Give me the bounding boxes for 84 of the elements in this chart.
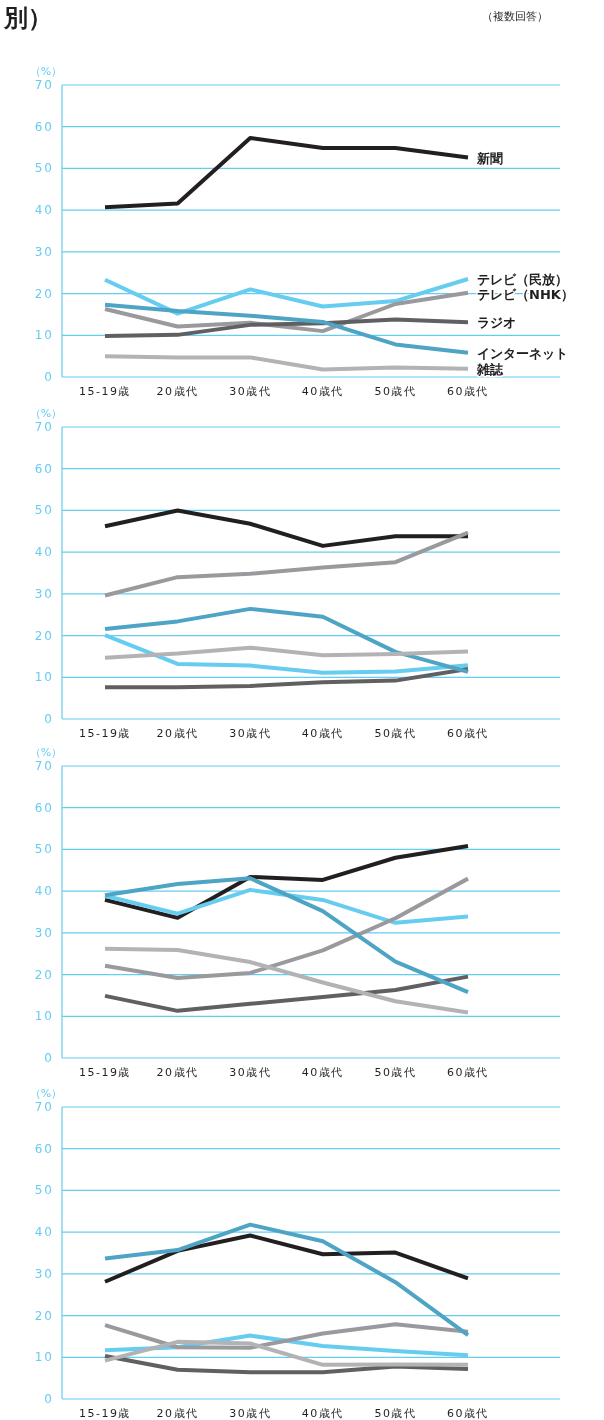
x-tick-label: 15-19歳 xyxy=(79,1066,131,1079)
series-label: 新聞 xyxy=(476,150,503,166)
x-tick-label: 50歳代 xyxy=(374,1066,417,1079)
y-tick-label: 30 xyxy=(34,244,54,259)
y-tick-label: 20 xyxy=(34,1308,54,1323)
x-tick-label: 20歳代 xyxy=(156,727,199,740)
series-label: テレビ（民放） xyxy=(477,271,568,287)
x-tick-label: 30歳代 xyxy=(229,385,272,398)
y-tick-label: 0 xyxy=(44,1392,54,1406)
y-tick-label: 0 xyxy=(44,712,54,726)
chart-title: 別） xyxy=(3,4,52,32)
y-tick-label: 20 xyxy=(34,628,54,643)
line-series xyxy=(103,844,470,920)
y-tick-label: 50 xyxy=(34,161,54,176)
x-tick-label: 50歳代 xyxy=(374,385,417,398)
line-series xyxy=(103,1222,470,1338)
y-tick-label: 30 xyxy=(34,1266,54,1281)
y-tick-label: 60 xyxy=(34,119,54,134)
x-tick-label: 40歳代 xyxy=(301,1066,344,1079)
y-axis-title: （%） xyxy=(29,65,63,78)
x-tick-label: 30歳代 xyxy=(229,727,272,740)
x-tick-label: 50歳代 xyxy=(374,727,417,740)
y-tick-label: 20 xyxy=(34,967,54,982)
line-series xyxy=(103,1322,470,1350)
y-tick-label: 0 xyxy=(44,370,54,384)
series-label: ラジオ xyxy=(477,315,516,331)
line-series xyxy=(103,508,470,548)
line-series xyxy=(103,135,470,210)
y-tick-label: 20 xyxy=(34,286,54,301)
y-tick-label: 50 xyxy=(34,1183,54,1198)
y-axis-title: （%） xyxy=(29,746,63,759)
y-tick-label: 50 xyxy=(34,503,54,518)
y-tick-label: 70 xyxy=(34,759,54,773)
series-label: 雑誌 xyxy=(476,361,504,377)
x-tick-label: 50歳代 xyxy=(374,1407,417,1420)
line-series xyxy=(103,946,470,1015)
series-label: インターネット xyxy=(477,345,568,361)
y-tick-label: 60 xyxy=(34,1141,54,1156)
y-tick-label: 60 xyxy=(34,461,54,476)
x-tick-label: 60歳代 xyxy=(447,1407,489,1420)
y-tick-label: 40 xyxy=(34,1225,54,1240)
line-series xyxy=(103,645,470,660)
y-tick-label: 70 xyxy=(34,420,54,434)
x-tick-label: 40歳代 xyxy=(301,727,344,740)
y-tick-label: 40 xyxy=(34,545,54,560)
y-tick-label: 0 xyxy=(44,1051,54,1065)
y-tick-label: 40 xyxy=(34,884,54,899)
line-series xyxy=(103,354,470,372)
x-tick-label: 30歳代 xyxy=(229,1407,272,1420)
x-tick-label: 60歳代 xyxy=(447,385,489,398)
y-tick-label: 50 xyxy=(34,842,54,857)
y-axis-title: （%） xyxy=(29,407,63,420)
y-tick-label: 70 xyxy=(34,78,54,92)
line-series xyxy=(103,1233,470,1284)
y-tick-label: 10 xyxy=(34,328,54,343)
y-tick-label: 10 xyxy=(34,670,54,685)
y-axis-title: （%） xyxy=(29,1087,63,1100)
x-tick-label: 30歳代 xyxy=(229,1066,272,1079)
y-tick-label: 70 xyxy=(34,1100,54,1114)
text: （複数回答） xyxy=(482,10,548,23)
line-series xyxy=(103,317,470,339)
x-tick-label: 15-19歳 xyxy=(79,727,131,740)
line-series xyxy=(103,666,470,690)
line-series xyxy=(103,1354,470,1375)
y-tick-label: 10 xyxy=(34,1350,54,1365)
y-tick-label: 60 xyxy=(34,800,54,815)
line-series xyxy=(103,606,470,674)
line-series xyxy=(103,1339,470,1367)
y-tick-label: 30 xyxy=(34,925,54,940)
y-tick-label: 40 xyxy=(34,203,54,218)
x-tick-label: 20歳代 xyxy=(156,1407,199,1420)
x-tick-label: 20歳代 xyxy=(156,385,199,398)
x-tick-label: 15-19歳 xyxy=(79,1407,131,1420)
x-tick-label: 20歳代 xyxy=(156,1066,199,1079)
x-tick-label: 15-19歳 xyxy=(79,385,131,398)
line-series xyxy=(103,974,470,1013)
y-tick-label: 10 xyxy=(34,1009,54,1024)
x-tick-label: 40歳代 xyxy=(301,385,344,398)
line-series xyxy=(103,530,470,598)
x-tick-label: 60歳代 xyxy=(447,1066,489,1079)
x-tick-label: 40歳代 xyxy=(301,1407,344,1420)
y-tick-label: 30 xyxy=(34,586,54,601)
x-tick-label: 60歳代 xyxy=(447,727,489,740)
line-series xyxy=(103,302,470,355)
